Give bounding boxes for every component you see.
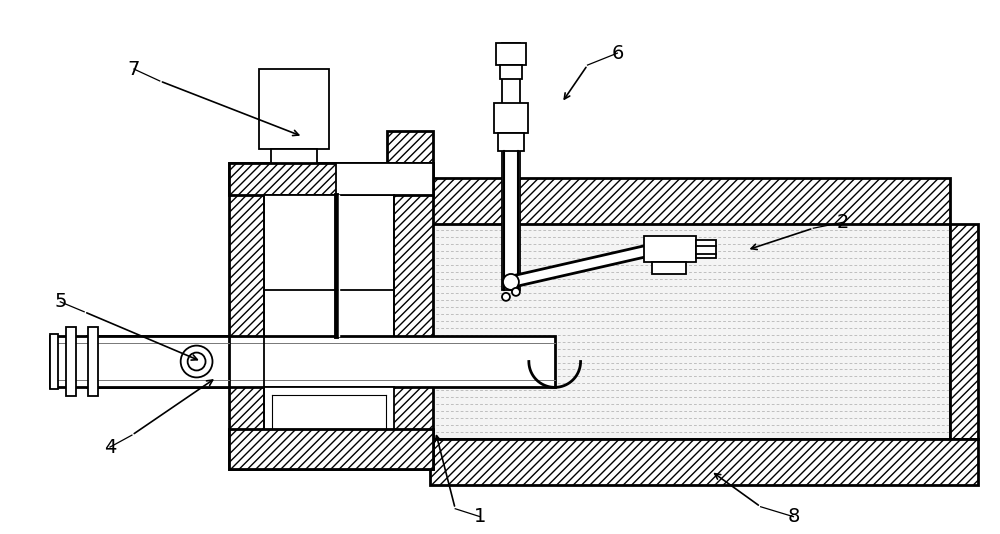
- Text: 7: 7: [128, 59, 140, 78]
- Bar: [430, 439, 978, 485]
- Bar: [430, 224, 950, 439]
- Bar: [229, 162, 433, 195]
- Circle shape: [512, 288, 520, 296]
- Bar: [950, 224, 978, 439]
- Bar: [50, 334, 58, 389]
- Text: 8: 8: [787, 507, 800, 526]
- Circle shape: [508, 279, 514, 285]
- Bar: [500, 65, 522, 79]
- Circle shape: [181, 345, 213, 378]
- Bar: [66, 327, 76, 396]
- Text: 4: 4: [104, 437, 116, 457]
- Bar: [430, 178, 950, 224]
- Bar: [87, 336, 555, 387]
- Bar: [696, 240, 716, 258]
- Bar: [264, 387, 394, 429]
- Bar: [88, 327, 98, 396]
- Text: 1: 1: [474, 507, 486, 526]
- Bar: [229, 162, 433, 469]
- Bar: [229, 429, 433, 469]
- Circle shape: [502, 293, 510, 301]
- Bar: [271, 148, 317, 162]
- Circle shape: [503, 274, 519, 290]
- Bar: [336, 162, 433, 195]
- Circle shape: [504, 275, 518, 289]
- Bar: [502, 43, 520, 290]
- Bar: [496, 43, 526, 65]
- Text: 2: 2: [837, 213, 849, 232]
- Bar: [387, 131, 433, 162]
- Bar: [494, 103, 528, 133]
- Bar: [264, 195, 394, 374]
- Text: 6: 6: [611, 44, 624, 62]
- Bar: [498, 133, 524, 151]
- Bar: [50, 336, 229, 387]
- Bar: [644, 236, 696, 262]
- Text: 5: 5: [54, 292, 67, 311]
- Circle shape: [188, 352, 206, 371]
- Bar: [259, 69, 329, 148]
- Bar: [652, 262, 686, 274]
